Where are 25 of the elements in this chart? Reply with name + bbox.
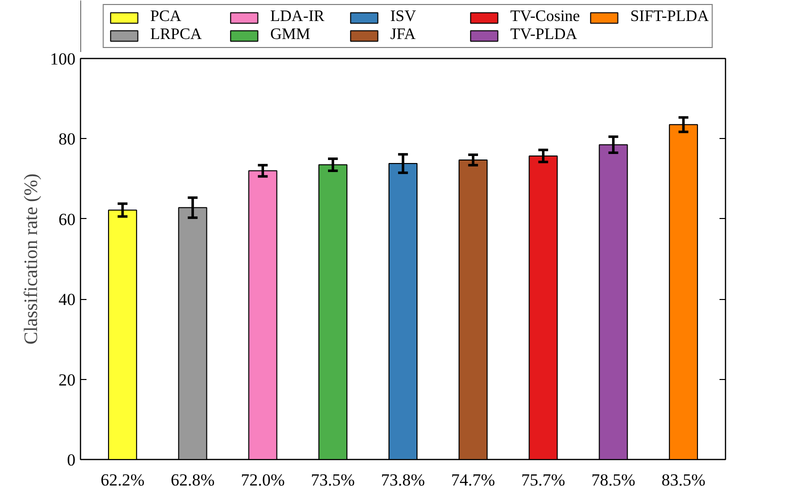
x-tick-label: 73.8% xyxy=(381,470,425,490)
x-tick-label: 75.7% xyxy=(521,470,566,490)
x-tick-label: 73.5% xyxy=(310,470,355,490)
legend-label: TV-PLDA xyxy=(510,26,578,44)
y-axis-title: Classification rate (%) xyxy=(21,174,42,344)
legend-label: JFA xyxy=(390,26,417,44)
x-tick-label: 72.0% xyxy=(240,470,285,490)
x-tick-label: 62.2% xyxy=(100,470,145,490)
legend-label: SIFT-PLDA xyxy=(630,8,709,26)
legend-label: TV-Cosine xyxy=(510,8,581,26)
legend-label: ISV xyxy=(390,8,417,26)
legend-label: PCA xyxy=(150,8,182,26)
x-tick-label: 74.7% xyxy=(451,470,496,490)
y-tick-label: 100 xyxy=(50,50,76,68)
legend-label: GMM xyxy=(270,26,312,44)
y-tick-label: 80 xyxy=(58,130,76,149)
legend-label: LRPCA xyxy=(150,26,203,44)
x-tick-label: 62.8% xyxy=(170,470,215,490)
x-tick-label: 83.5% xyxy=(661,470,706,490)
legend-label: LDA-IR xyxy=(270,8,326,26)
y-tick-label: 0 xyxy=(67,450,76,470)
y-tick-label: 40 xyxy=(58,290,76,310)
y-tick-label: 60 xyxy=(58,210,76,229)
y-tick-label: 20 xyxy=(58,370,76,390)
x-tick-label: 78.5% xyxy=(591,470,636,490)
